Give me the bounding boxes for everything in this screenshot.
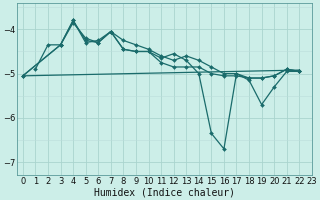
X-axis label: Humidex (Indice chaleur): Humidex (Indice chaleur)	[94, 187, 235, 197]
